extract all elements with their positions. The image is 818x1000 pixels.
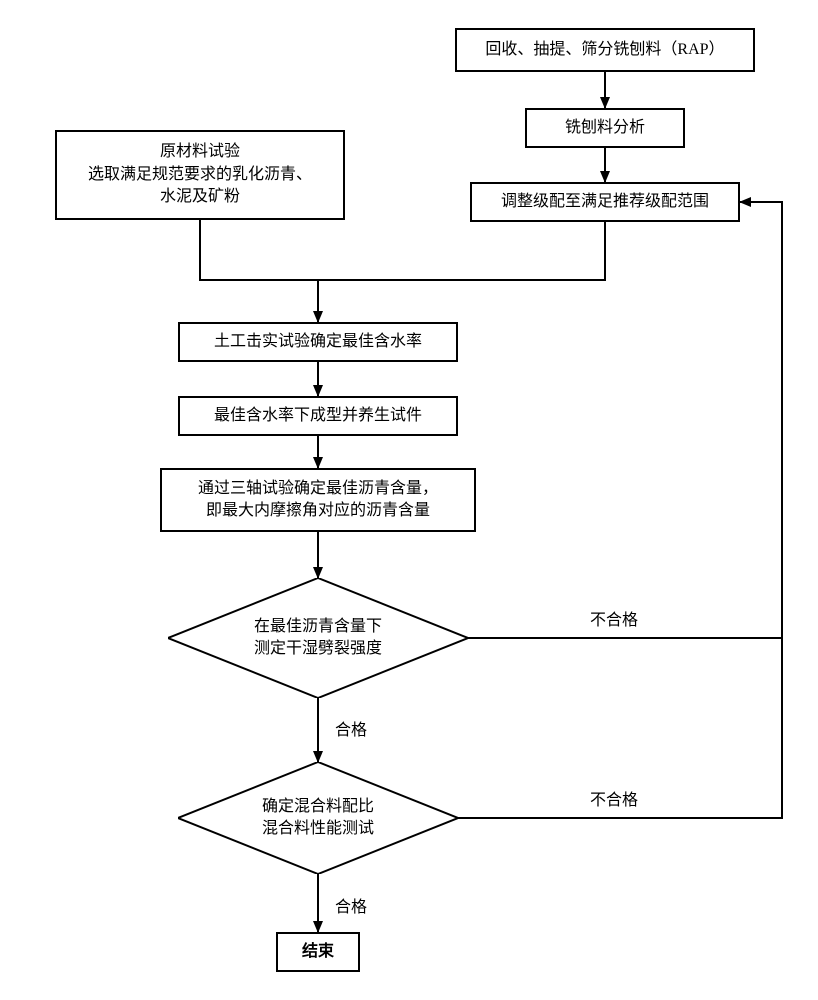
node-compaction-test: 土工击实试验确定最佳含水率	[178, 322, 458, 362]
node-raw-material-test: 原材料试验 选取满足规范要求的乳化沥青、 水泥及矿粉	[55, 130, 345, 220]
edge-label-fail-2: 不合格	[590, 786, 638, 810]
node-label: 确定混合料配比 混合料性能测试	[262, 796, 374, 841]
edge-label-pass-2: 合格	[335, 893, 367, 917]
node-label: 调整级配至满足推荐级配范围	[501, 191, 709, 213]
node-label: 结束	[302, 941, 334, 963]
node-label: 在最佳沥青含量下 测定干湿劈裂强度	[254, 616, 382, 661]
decision-mix-performance: 确定混合料配比 混合料性能测试	[178, 762, 458, 874]
node-end: 结束	[276, 932, 360, 972]
node-label: 回收、抽提、筛分铣刨料（RAP）	[485, 39, 724, 61]
node-label: 铣刨料分析	[565, 117, 645, 139]
node-label: 最佳含水率下成型并养生试件	[214, 405, 422, 427]
node-label: 土工击实试验确定最佳含水率	[214, 331, 422, 353]
node-rap-analysis: 铣刨料分析	[525, 108, 685, 148]
node-recycle-rap: 回收、抽提、筛分铣刨料（RAP）	[455, 28, 755, 72]
edge-label-fail-1: 不合格	[590, 606, 638, 630]
node-label: 通过三轴试验确定最佳沥青含量， 即最大内摩擦角对应的沥青含量	[198, 478, 438, 523]
node-form-specimen: 最佳含水率下成型并养生试件	[178, 396, 458, 436]
edge-label-pass-1: 合格	[335, 716, 367, 740]
node-triaxial-test: 通过三轴试验确定最佳沥青含量， 即最大内摩擦角对应的沥青含量	[160, 468, 476, 532]
node-label: 原材料试验 选取满足规范要求的乳化沥青、 水泥及矿粉	[88, 141, 312, 208]
decision-split-strength: 在最佳沥青含量下 测定干湿劈裂强度	[168, 578, 468, 698]
node-adjust-gradation: 调整级配至满足推荐级配范围	[470, 182, 740, 222]
